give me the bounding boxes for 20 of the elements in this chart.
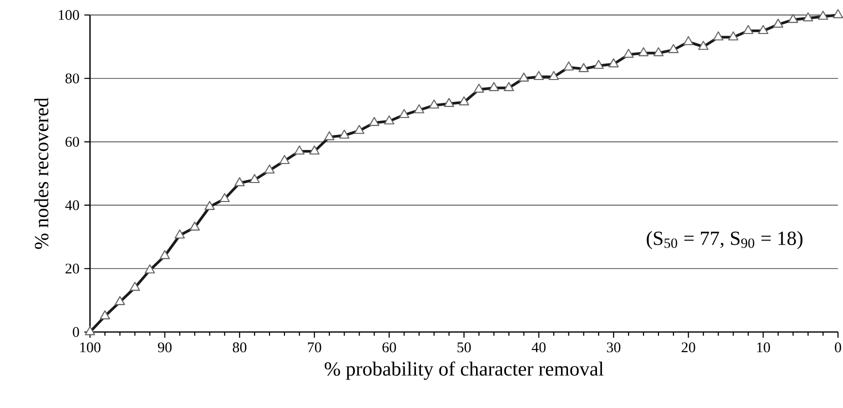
x-tick-label: 50 bbox=[458, 342, 471, 352]
x-tick-label: 30 bbox=[606, 342, 620, 352]
x-tick-label: 0 bbox=[834, 342, 842, 352]
x-tick-label: 90 bbox=[158, 342, 172, 352]
y-tick-label: 100 bbox=[58, 10, 80, 20]
y-tick-label: 40 bbox=[65, 200, 80, 210]
y-tick-label: 0 bbox=[72, 327, 80, 337]
y-tick-label: 80 bbox=[65, 73, 80, 84]
x-tick-label: 60 bbox=[382, 342, 396, 352]
x-tick-label: 20 bbox=[682, 342, 696, 352]
x-tick-label: 40 bbox=[532, 342, 546, 352]
annotation: (S$_{50}$ = 77, S$_{90}$ = 18) bbox=[646, 231, 802, 250]
x-tick-label: 70 bbox=[308, 342, 322, 352]
x-tick-label: 100 bbox=[80, 342, 100, 352]
x-tick-label: 80 bbox=[232, 342, 246, 352]
y-tick-label: 20 bbox=[66, 264, 80, 274]
y-tick-label: 60 bbox=[66, 136, 80, 147]
x-tick-label: 10 bbox=[757, 342, 770, 352]
y-axis-title: % nodes recovered bbox=[34, 98, 48, 249]
x-axis-title: % probability of character removal bbox=[324, 361, 604, 380]
